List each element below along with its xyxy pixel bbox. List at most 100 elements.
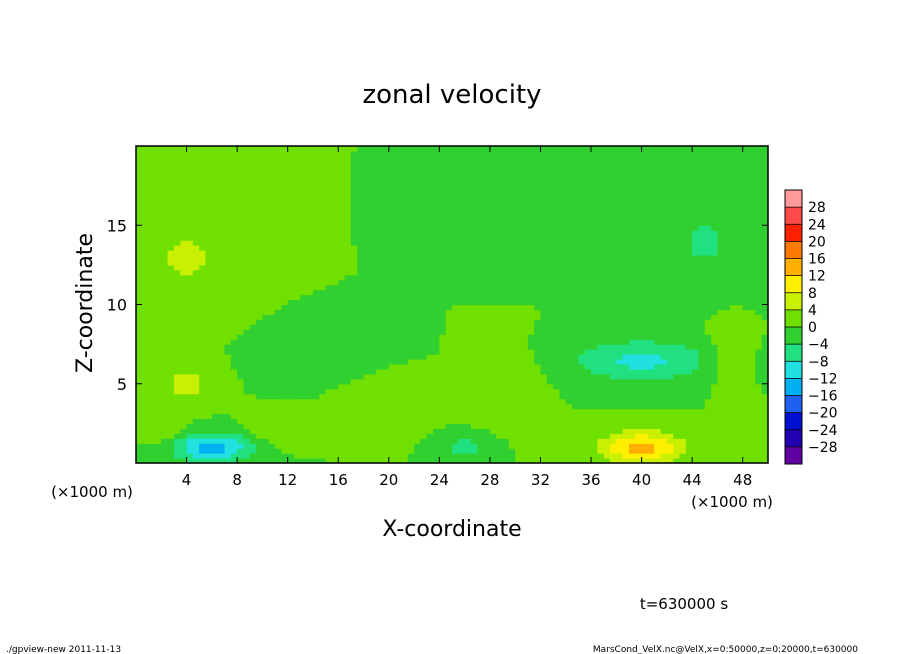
field-cell — [452, 304, 459, 311]
field-cell — [180, 398, 188, 405]
field-cell — [414, 398, 421, 405]
field-cell — [376, 250, 384, 256]
field-cell — [369, 254, 377, 261]
field-cell — [673, 453, 681, 459]
field-cell — [420, 289, 428, 296]
field-cell — [148, 309, 156, 315]
field-cell — [344, 264, 352, 271]
field-cell — [470, 314, 478, 320]
field-cell — [660, 235, 668, 241]
field-cell — [508, 215, 516, 221]
field-cell — [641, 354, 649, 360]
field-cell — [401, 245, 409, 251]
field-cell — [230, 383, 238, 390]
field-cell — [243, 254, 251, 261]
field-cell — [704, 398, 712, 405]
field-cell — [275, 453, 282, 459]
field-cell — [154, 403, 162, 410]
field-cell — [496, 250, 504, 256]
field-cell — [483, 289, 491, 296]
field-cell — [578, 225, 586, 231]
field-cell — [603, 363, 611, 370]
field-cell — [578, 259, 586, 266]
field-cell — [136, 329, 143, 335]
field-cell — [559, 393, 567, 400]
field-cell — [369, 418, 377, 424]
field-cell — [433, 225, 440, 231]
field-cell — [294, 250, 301, 256]
field-cell — [730, 215, 737, 221]
field-cell — [464, 299, 472, 306]
field-cell — [224, 383, 232, 390]
field-cell — [136, 344, 143, 350]
field-cell — [407, 358, 415, 365]
field-cell — [363, 309, 371, 315]
field-cell — [755, 354, 763, 360]
field-cell — [319, 225, 327, 231]
field-cell — [192, 438, 200, 444]
field-cell — [237, 250, 245, 256]
field-cell — [161, 299, 169, 306]
field-cell — [218, 418, 226, 424]
field-cell — [591, 299, 598, 306]
field-cell — [312, 215, 320, 221]
field-cell — [502, 304, 510, 311]
field-cell — [527, 235, 535, 241]
field-cell — [319, 284, 327, 291]
field-cell — [136, 393, 143, 400]
field-cell — [578, 314, 586, 320]
field-cell — [610, 339, 617, 345]
field-cell — [161, 413, 169, 420]
field-cell — [736, 284, 744, 291]
field-cell — [218, 215, 226, 221]
field-cell — [154, 388, 162, 395]
field-cell — [218, 438, 226, 444]
field-cell — [736, 403, 744, 410]
field-cell — [742, 309, 750, 315]
field-cell — [458, 299, 466, 306]
field-cell — [711, 269, 719, 276]
field-cell — [521, 225, 529, 231]
field-cell — [300, 443, 308, 449]
field-cell — [584, 309, 592, 315]
field-cell — [325, 458, 333, 464]
field-cell — [439, 329, 447, 335]
field-cell — [382, 428, 390, 434]
field-cell — [173, 368, 181, 375]
field-cell — [414, 373, 421, 380]
field-cell — [350, 284, 358, 291]
field-cell — [167, 284, 175, 291]
field-cell — [154, 383, 162, 390]
field-cell — [230, 274, 238, 281]
field-cell — [148, 388, 156, 395]
field-cell — [584, 319, 592, 325]
field-cell — [749, 354, 756, 360]
field-cell — [635, 403, 643, 410]
field-cell — [161, 235, 169, 241]
field-cell — [186, 319, 194, 325]
field-cell — [312, 309, 320, 315]
field-cell — [319, 220, 327, 226]
field-cell — [521, 413, 529, 420]
field-cell — [610, 344, 617, 350]
field-cell — [319, 259, 327, 266]
field-cell — [382, 225, 390, 231]
field-cell — [401, 269, 409, 276]
field-cell — [673, 349, 681, 355]
field-cell — [616, 349, 624, 355]
field-cell — [369, 393, 377, 400]
field-cell — [483, 408, 491, 415]
field-cell — [553, 368, 561, 375]
field-cell — [597, 284, 605, 291]
field-cell — [534, 264, 542, 271]
field-cell — [180, 304, 188, 311]
field-cell — [559, 413, 567, 420]
field-cell — [477, 438, 485, 444]
field-cell — [199, 324, 207, 330]
field-cell — [148, 378, 156, 385]
field-cell — [464, 269, 472, 276]
field-cell — [407, 240, 415, 246]
field-cell — [275, 334, 282, 340]
field-cell — [540, 215, 548, 221]
field-cell — [622, 363, 630, 370]
